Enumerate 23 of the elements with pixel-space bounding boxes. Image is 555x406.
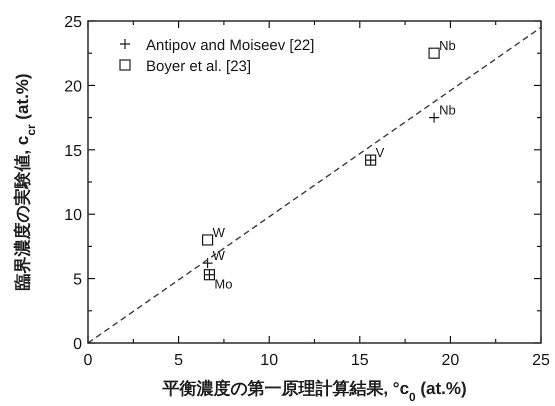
y-tick-label: 20 [64, 78, 82, 96]
x-axis-title: 平衡濃度の第一原理計算結果, °c$_{0}$ (at.%) [161, 379, 467, 404]
x-tick-label: 5 [174, 352, 184, 369]
annotation: V [376, 145, 385, 160]
x-tick-label: 15 [350, 352, 369, 369]
x-tick-label: 25 [532, 352, 550, 369]
annotation: Nb [439, 102, 456, 118]
y-tick-label: 0 [73, 336, 82, 353]
annotation: Nb [439, 38, 456, 54]
point [202, 234, 214, 246]
annotation: W [212, 224, 226, 240]
y-tick-label: 5 [73, 272, 82, 289]
y-tick-label: 10 [64, 207, 82, 224]
x-tick-label: 0 [84, 352, 93, 369]
y-tick-label: 15 [64, 142, 82, 160]
annotation: Mo [214, 276, 232, 292]
legend-label: Antipov and Moiseev [22] [146, 37, 314, 54]
point [428, 48, 440, 59]
y-tick-label: 25 [64, 14, 82, 31]
x-tick-label: 20 [442, 352, 460, 369]
legend-label: Boyer et al. [23] [146, 58, 252, 75]
annotation: W [212, 248, 226, 264]
x-tick-label: 10 [260, 352, 278, 369]
